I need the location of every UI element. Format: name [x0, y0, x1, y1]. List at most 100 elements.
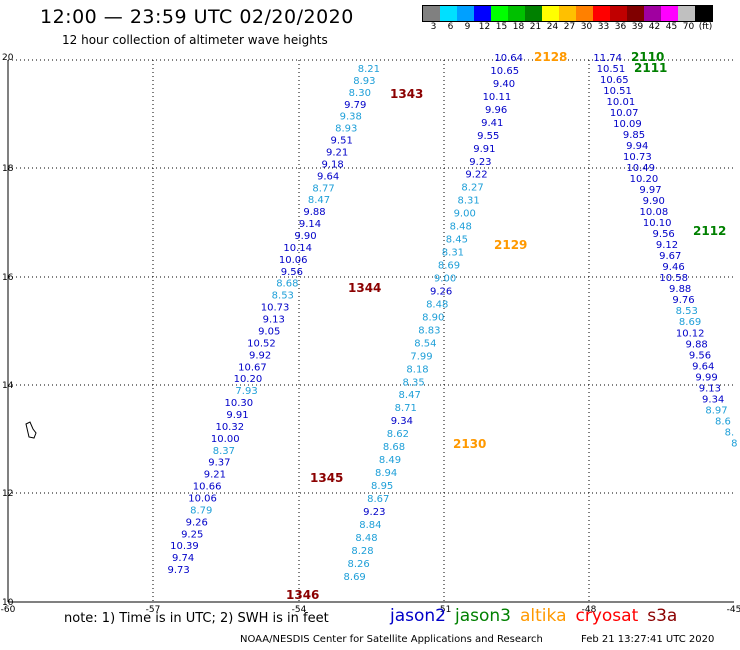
map-axes: -60 -57 -54 -51 -48 -45 20 18 16 14 12 10: [1, 53, 740, 615]
wave-height-value: 10.01: [607, 97, 636, 108]
wave-height-value: 8.47: [308, 195, 330, 206]
footer-note: note: 1) Time is in UTC; 2) SWH is in fe…: [64, 611, 329, 626]
wave-height-value: 8.93: [335, 124, 357, 135]
colorbar-label: 36: [614, 22, 627, 32]
wave-height-value: 9.34: [702, 394, 724, 405]
wave-height-value: 9.00: [434, 273, 456, 284]
wave-height-value: 9.25: [181, 529, 203, 540]
wave-height-value: 8.71: [395, 403, 417, 414]
lon-tick-label: -54: [292, 605, 307, 615]
track-b: 10.64 10.65 9.40 10.11 9.96 9.41 9.55 9.91 9.23 9…: [344, 50, 568, 583]
page-title: 12:00 — 23:59 UTC 02/20/2020: [40, 6, 354, 28]
colorbar-label: 6: [447, 22, 454, 32]
colorbar-label: 45: [665, 22, 678, 32]
wave-height-value: 10.39: [170, 541, 199, 552]
wave-height-value: 10.58: [659, 273, 688, 284]
colorbar-swatch: [661, 6, 678, 21]
wave-height-value: 10.30: [225, 398, 254, 409]
legend-cryosat: cryosat: [575, 606, 639, 626]
wave-height-value: 9.94: [626, 141, 648, 152]
pass-number: 2112: [693, 224, 726, 238]
wave-height-value: 8.62: [387, 429, 409, 440]
wave-height-value: 8.28: [351, 546, 373, 557]
wave-height-value: 9.73: [167, 565, 189, 576]
wave-height-value: 9.90: [643, 196, 665, 207]
wave-height-value: 10.09: [613, 119, 642, 130]
wave-height-value: 10.08: [640, 207, 669, 218]
wave-height-value: 8.54: [414, 338, 436, 349]
lon-tick-label: -57: [146, 605, 161, 615]
wave-height-value: 9.74: [172, 553, 194, 564]
colorbar-swatch: [525, 6, 542, 21]
wave-height-value: 9.21: [326, 148, 348, 159]
pass-number: 1343: [390, 87, 423, 101]
page-subtitle: 12 hour collection of altimeter wave hei…: [62, 33, 328, 47]
wave-height-value: 10.52: [247, 338, 276, 349]
wave-height-value: 8.45: [446, 235, 468, 246]
wave-height-value: 8.49: [379, 455, 401, 466]
colorbar-swatch: [423, 6, 440, 21]
track-a: 8.218.938.309.799.388.939.519.219.189.64…: [167, 64, 423, 602]
wave-height-value: 8.21: [358, 64, 380, 75]
island-outline: [25, 421, 37, 439]
colorbar-swatch: [474, 6, 491, 21]
wave-height-value: 9.18: [321, 159, 343, 170]
wave-height-value: 7.93: [235, 386, 257, 397]
wave-height-value: 9.56: [689, 350, 711, 361]
lat-tick-label: 16: [2, 273, 14, 283]
colorbar-label: 27: [563, 22, 576, 32]
lat-tick-label: 20: [2, 53, 14, 63]
wave-height-value: 8.68: [383, 442, 405, 453]
colorbar-swatch: [678, 6, 695, 21]
lon-tick-label: -48: [582, 605, 597, 615]
wave-height-value: 10.65: [490, 66, 519, 77]
wave-height-value: 9.21: [204, 470, 226, 481]
wave-height-value: 8.93: [353, 76, 375, 87]
wave-height-value: 10.20: [234, 374, 263, 385]
wave-height-value: 11.74: [593, 53, 622, 64]
colorbar-swatch: [508, 6, 525, 21]
colorbar-swatch: [440, 6, 457, 21]
wave-height-value: 9.91: [473, 144, 495, 155]
wave-height-value: 8.18: [406, 364, 428, 375]
wave-height-value: 9.85: [623, 130, 645, 141]
wave-height-value: 8.69: [344, 572, 366, 583]
credit-line: NOAA/NESDIS Center for Satellite Applica…: [240, 634, 543, 645]
wave-height-value: 9.23: [469, 157, 491, 168]
wave-height-value: 9.55: [477, 131, 499, 142]
wave-height-value: 9.97: [639, 185, 661, 196]
legend-s3a: s3a: [647, 606, 678, 626]
colorbar-swatch: [695, 6, 712, 21]
wave-height-value: 9.05: [258, 326, 280, 337]
wave-height-value: 10.07: [610, 108, 639, 119]
wave-height-value: 9.88: [686, 339, 708, 350]
wave-height-value: 8.69: [679, 317, 701, 328]
wave-height-value: 10.14: [283, 243, 312, 254]
wave-height-value: 8.95: [371, 481, 393, 492]
wave-height-value: 9.34: [391, 416, 413, 427]
wave-height-value: 9.76: [672, 295, 694, 306]
wave-height-value: 8.26: [347, 559, 369, 570]
wave-height-value: 9.40: [493, 79, 515, 90]
wave-height-value: 10.51: [603, 86, 632, 97]
wave-height-value: 9.46: [662, 262, 684, 273]
wave-height-value: 10.11: [483, 92, 512, 103]
pass-number: 1345: [310, 471, 343, 485]
wave-height-value: 9.56: [653, 229, 675, 240]
wave-height-value: 8.6: [715, 416, 731, 427]
wave-height-value: 10.51: [597, 64, 626, 75]
colorbar-swatch: [491, 6, 508, 21]
colorbar-label: 70: [682, 22, 695, 32]
wave-height-value: 10.73: [623, 152, 652, 163]
wave-height-value: 8.84: [359, 520, 381, 531]
colorbar-swatch: [576, 6, 593, 21]
pass-number: 1344: [348, 281, 381, 295]
wave-height-value: 9.13: [263, 315, 285, 326]
wave-height-value: 9.12: [656, 240, 678, 251]
wave-height-value: 9.90: [294, 231, 316, 242]
colorbar-swatch: [610, 6, 627, 21]
wave-height-value: 9.41: [481, 118, 503, 129]
wave-height-value: 10.20: [630, 174, 659, 185]
wave-height-value: 8.90: [422, 312, 444, 323]
wave-height-value: 9.96: [485, 105, 507, 116]
